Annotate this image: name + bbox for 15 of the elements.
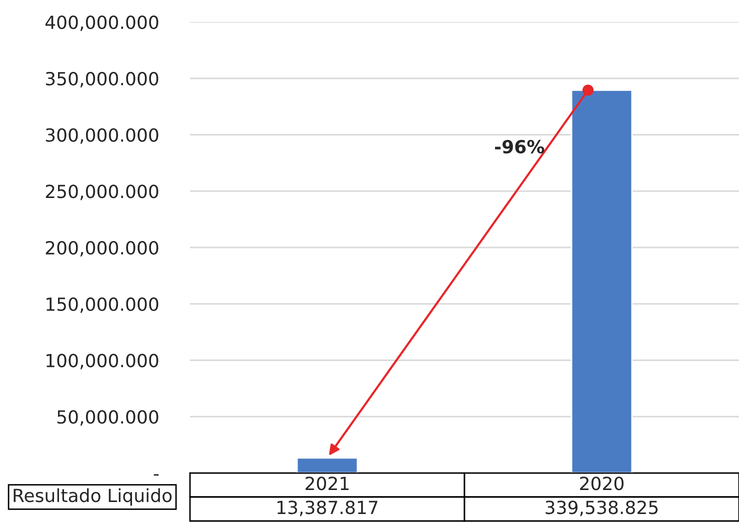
y-tick-label: 200,000.000 xyxy=(46,240,158,256)
x-tick-label: 2020 xyxy=(580,476,624,490)
y-tick-label: 100,000.000 xyxy=(46,354,158,370)
x-tick-label: 2021 xyxy=(306,476,349,490)
y-tick-label: 300,000.000 xyxy=(46,128,158,144)
y-tick-label: 400,000.000 xyxy=(45,15,158,31)
data-label: 339,538.825 xyxy=(546,500,658,516)
y-tick-label: - xyxy=(154,474,159,476)
y-tick-label: 50,000.000 xyxy=(57,410,158,426)
y-tick-label: 250,000.000 xyxy=(46,184,158,200)
y-tick-label: 350,000.000 xyxy=(46,72,158,88)
y-tick-label: 150,000.000 xyxy=(46,297,158,313)
text: Resultado Liquido xyxy=(14,488,172,506)
annotation: -96% xyxy=(495,140,544,154)
data-label: 13,387.817 xyxy=(278,500,378,516)
